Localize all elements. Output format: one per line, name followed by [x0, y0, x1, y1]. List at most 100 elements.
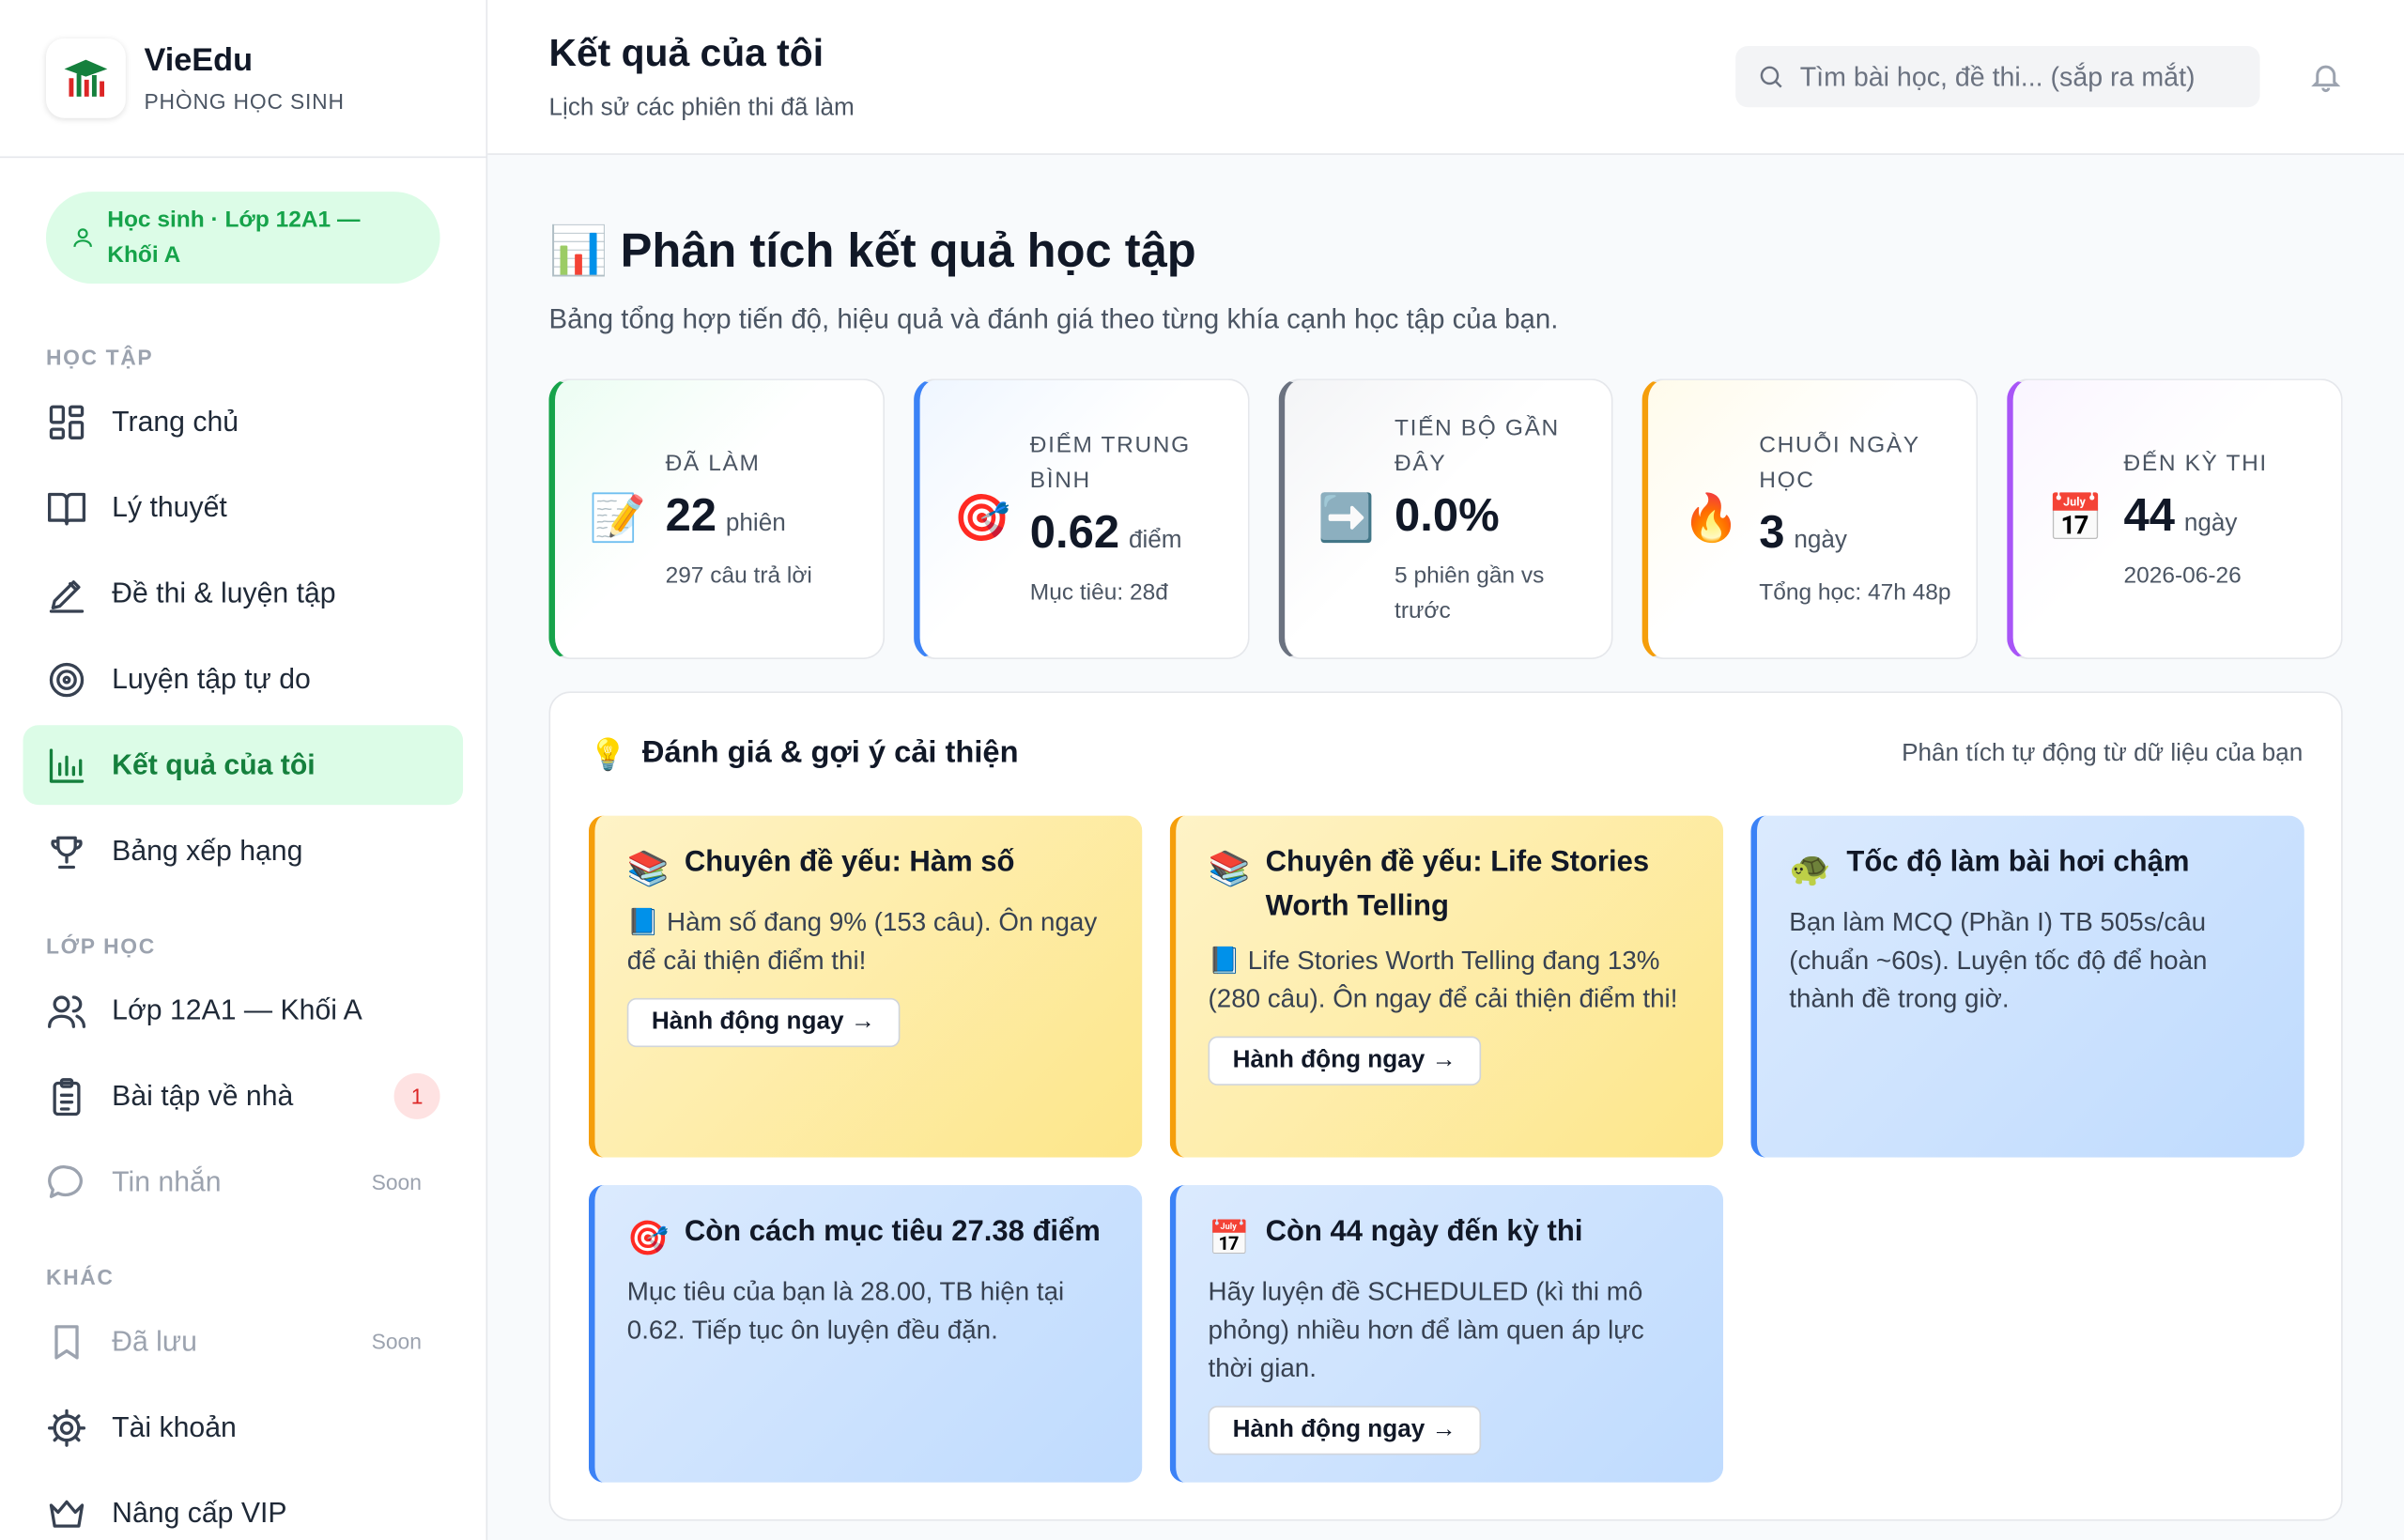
nav-label: Đã lưu — [112, 1324, 197, 1357]
stat-value: 0.62 — [1029, 507, 1120, 559]
nav-label: Bài tập về nhà — [112, 1079, 294, 1112]
stat-label: CHUỖI NGÀY HỌC — [1759, 432, 1920, 494]
content: 📊 Phân tích kết quả học tập Bảng tổng hợp… — [487, 155, 2404, 1521]
nav-item[interactable]: Kết quả của tôi — [23, 725, 464, 806]
brand-subtitle: PHÒNG HỌC SINH — [144, 88, 345, 114]
card-icon: 📚 — [626, 849, 670, 888]
card-title: 📚 Chuyên đề yếu: Hàm số — [627, 840, 1112, 891]
card-icon: 🎯 — [626, 1218, 670, 1257]
nav-item[interactable]: Trang chủ — [23, 382, 463, 462]
stat-value: 22 — [665, 489, 717, 541]
section-title-text: Phân tích kết quả học tập — [620, 223, 1196, 277]
nav-item[interactable]: Luyện tập tự do — [23, 639, 463, 719]
card-title: 🎯 Còn cách mục tiêu 27.38 điểm — [627, 1209, 1112, 1260]
action-button[interactable]: Hành động ngay → — [1208, 1406, 1481, 1455]
stats-row: 📝 ĐÃ LÀM 22 phiên 297 câu trả lời 🎯 ĐIỂM TRUNG… — [548, 378, 2343, 660]
nav-icon — [47, 492, 86, 525]
stat-card: 🎯 ĐIỂM TRUNG BÌNH 0.62 điểm Mục tiêu: 28đ — [913, 378, 1249, 660]
stat-label: ĐIỂM TRUNG BÌNH — [1029, 432, 1191, 494]
stat-value: 3 — [1759, 507, 1785, 559]
suggestion-cards: 📚 Chuyên đề yếu: Hàm số 📘 Hàm số đang 9% (… — [588, 815, 2304, 1483]
search-box[interactable]: Tìm bài học, đề thi... (sắp ra mắt) — [1735, 45, 2260, 108]
nav-label: Luyện tập tự do — [112, 662, 311, 695]
action-button[interactable]: Hành động ngay → — [1208, 1036, 1481, 1086]
card-icon: 🐢 — [1789, 849, 1832, 888]
nav-tag: Soon — [371, 1169, 422, 1194]
suggestion-card: 📚 Chuyên đề yếu: Hàm số 📘 Hàm số đang 9% (… — [588, 815, 1143, 1158]
nav-icon — [49, 747, 85, 782]
nav-icon — [48, 1164, 83, 1198]
nav-icon — [54, 1324, 79, 1359]
nav-badge: 1 — [393, 1072, 440, 1119]
nav-tag: Soon — [371, 1329, 422, 1354]
nav-item[interactable]: Tài khoản — [23, 1388, 463, 1468]
stat-unit: điểm — [1128, 527, 1182, 554]
stat-body: ĐẾN KỲ THI 44 ngày 2026-06-26 — [2124, 445, 2268, 593]
nav-item[interactable]: Lớp 12A1 — Khối A — [23, 970, 463, 1050]
topbar: Kết quả của tôi Lịch sử các phiên thi đã… — [487, 0, 2404, 155]
card-icon: 📚 — [1208, 849, 1251, 888]
stat-icon: 🔥 — [1682, 493, 1740, 545]
suggestions-panel: 💡 Đánh giá & gợi ý cải thiện Phân tích tự… — [548, 691, 2343, 1521]
card-body: Hãy luyện đề SCHEDULED (kì thi mô phỏng)… — [1208, 1277, 1644, 1383]
card-title: 🐢 Tốc độ làm bài hơi chậm — [1789, 840, 2273, 891]
brand-text: VieEdu PHÒNG HỌC SINH — [144, 43, 344, 114]
panel-title-text: Đánh giá & gợi ý cải thiện — [641, 734, 1019, 769]
nav-label: Kết quả của tôi — [112, 747, 316, 781]
nav-label: Tài khoản — [112, 1410, 237, 1443]
section-title: 📊 Phân tích kết quả học tập — [548, 223, 2342, 279]
section-gap — [0, 897, 486, 933]
page-heading: Kết quả của tôi Lịch sử các phiên thi đã… — [548, 31, 854, 121]
stat-value-row: 0.0% — [1395, 490, 1587, 543]
stat-unit: ngày — [2183, 509, 2238, 536]
stat-note: Tổng học: 47h 48p — [1759, 579, 1951, 606]
card-title-text: Tốc độ làm bài hơi chậm — [1846, 846, 2190, 879]
notification-bell[interactable] — [2309, 60, 2343, 94]
stat-note: 2026-06-26 — [2123, 562, 2242, 589]
stat-card: 📝 ĐÃ LÀM 22 phiên 297 câu trả lời — [548, 378, 885, 660]
stat-label: ĐẾN KỲ THI — [2123, 450, 2268, 476]
card-body: Bạn làm MCQ (Phần I) TB 505s/câu (chuẩn … — [1789, 907, 2208, 1014]
stat-body: CHUỖI NGÀY HỌC 3 ngày Tổng học: 47h 48p — [1759, 428, 1951, 610]
nav-section-title: KHÁC — [45, 1264, 115, 1290]
brand-name: VieEdu — [144, 42, 254, 79]
stat-note: Mục tiêu: 28đ — [1029, 579, 1168, 606]
nav-label: Lớp 12A1 — Khối A — [112, 993, 362, 1026]
logo-icon — [64, 59, 108, 97]
stat-icon: 🎯 — [953, 493, 1011, 545]
nav-icon — [49, 1499, 85, 1527]
panel-header: 💡 Đánh giá & gợi ý cải thiện Phân tích tự… — [589, 693, 2303, 816]
stat-card: 🔥 CHUỖI NGÀY HỌC 3 ngày Tổng học: 47h 48p — [1642, 378, 1979, 660]
stat-body: ĐÃ LÀM 22 phiên 297 câu trả lời — [666, 445, 812, 593]
search-icon — [1760, 66, 1782, 88]
nav-item[interactable]: Nâng cấp VIP — [23, 1473, 463, 1540]
nav-label: Đề thi & luyện tập — [112, 576, 336, 609]
nav-icon — [53, 1077, 81, 1116]
user-badge[interactable]: Học sinh · Lớp 12A1 — Khối A — [45, 192, 440, 285]
panel-caption: Phân tích tự động từ dữ liệu của bạn — [1902, 740, 2304, 767]
stat-icon: 📝 — [588, 493, 646, 545]
brand[interactable]: VieEdu PHÒNG HỌC SINH — [0, 0, 486, 159]
nav-item[interactable]: Bảng xếp hạng — [23, 811, 463, 891]
section-description: Bảng tổng hợp tiến độ, hiệu quả và đánh … — [548, 303, 1559, 334]
nav-item[interactable]: Đề thi & luyện tập — [23, 553, 463, 633]
stat-card: 📅 ĐẾN KỲ THI 44 ngày 2026-06-26 — [2007, 378, 2343, 660]
nav: HỌC TẬP Trang chủ Lý thuyết Đề thi & luyện … — [0, 345, 486, 1540]
nav-item[interactable]: Đã lưu Soon — [23, 1301, 463, 1381]
panel-title: 💡 Đánh giá & gợi ý cải thiện — [589, 735, 1019, 774]
action-button[interactable]: Hành động ngay → — [626, 997, 901, 1048]
stat-value: 0.0% — [1395, 489, 1500, 541]
nav-item[interactable]: Lý thuyết — [23, 468, 463, 547]
logo — [45, 38, 126, 118]
nav-label: Tin nhắn — [112, 1164, 222, 1198]
nav-section-title: HỌC TẬP — [45, 345, 154, 370]
nav-item[interactable]: Bài tập về nhà 1 — [23, 1056, 463, 1136]
suggestion-card: 🎯 Còn cách mục tiêu 27.38 điểm Mục tiêu củ… — [588, 1185, 1143, 1483]
section-icon: 📊 — [548, 223, 609, 278]
search-placeholder: Tìm bài học, đề thi... (sắp ra mắt) — [1799, 60, 2196, 92]
card-body: 📘 Life Stories Worth Telling đang 13% (2… — [1208, 946, 1678, 1014]
nav-item[interactable]: Tin nhắn Soon — [23, 1142, 463, 1222]
card-title-text: Còn cách mục tiêu 27.38 điểm — [684, 1215, 1101, 1248]
card-body: Mục tiêu của bạn là 28.00, TB hiện tại 0… — [626, 1277, 1065, 1345]
